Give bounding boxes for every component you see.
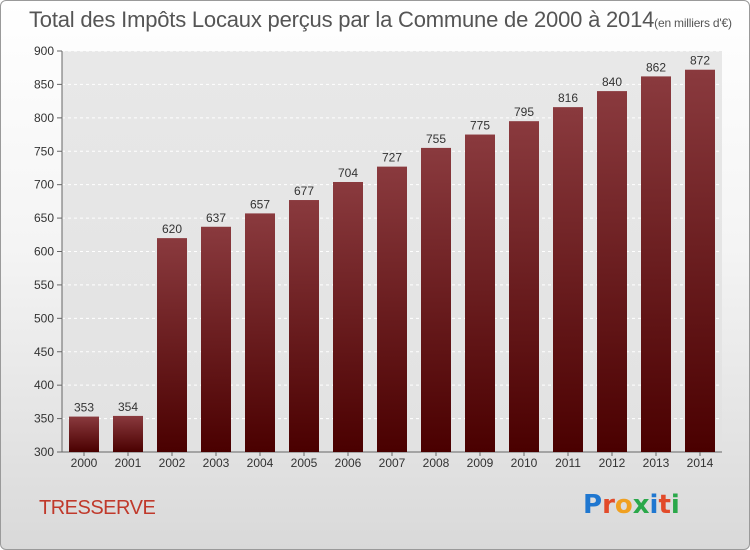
data-label-2007: 727 [382, 151, 402, 165]
y-tick-label: 550 [34, 278, 54, 292]
data-label-2006: 704 [338, 166, 358, 180]
logo-letter: i [649, 490, 659, 520]
data-label-2003: 637 [206, 211, 226, 225]
y-tick-label: 600 [34, 245, 54, 259]
data-label-2000: 353 [74, 401, 94, 415]
x-tick-label-2005: 2005 [291, 456, 318, 470]
logo-letter: r [602, 490, 615, 520]
x-tick-label-2012: 2012 [599, 456, 626, 470]
x-tick-label-2008: 2008 [423, 456, 450, 470]
y-tick-label: 400 [34, 378, 54, 392]
y-tick-label: 850 [34, 77, 54, 91]
y-tick-label: 350 [34, 412, 54, 426]
data-label-2010: 795 [514, 105, 534, 119]
data-label-2014: 872 [690, 54, 710, 68]
y-tick-label: 700 [34, 178, 54, 192]
data-label-2005: 677 [294, 184, 314, 198]
logo-letter: P [583, 490, 603, 520]
chart-title: Total des Impôts Locaux perçus par la Co… [29, 7, 732, 33]
x-tick-label-2004: 2004 [247, 456, 274, 470]
data-label-2011: 816 [558, 91, 578, 105]
bar-2001 [113, 415, 143, 452]
x-tick-label-2007: 2007 [379, 456, 406, 470]
y-tick-label: 900 [34, 44, 54, 58]
data-label-2001: 354 [118, 400, 138, 414]
proxiti-logo: Proxiti [583, 490, 680, 520]
data-label-2009: 775 [470, 119, 490, 133]
logo-letter: o [614, 490, 633, 520]
logo-letter: x [632, 490, 650, 520]
y-tick-label: 650 [34, 211, 54, 225]
x-tick-label-2006: 2006 [335, 456, 362, 470]
y-tick-label: 500 [34, 311, 54, 325]
data-label-2002: 620 [162, 222, 182, 236]
data-label-2008: 755 [426, 132, 446, 146]
bar-layer: 353 354 620 637 657 677 704 727 755 775 795 816 840 8… [69, 54, 715, 453]
x-tick-label-2001: 2001 [115, 456, 142, 470]
x-tick-label-2000: 2000 [71, 456, 98, 470]
bar-2005 [289, 200, 319, 452]
bar-2007 [377, 166, 407, 452]
bar-2000 [69, 416, 99, 452]
axis-layer: 300 350 400 450 500 550 600 650 700 750 800 850 900 2… [34, 44, 722, 470]
bar-2008 [421, 147, 451, 453]
x-tick-label-2011: 2011 [555, 456, 581, 470]
x-tick-label-2014: 2014 [687, 456, 714, 470]
data-label-2013: 862 [646, 60, 666, 74]
title-main: Total des Impôts Locaux perçus par la Co… [29, 7, 655, 32]
x-tick-label-2010: 2010 [511, 456, 538, 470]
title-unit: (en milliers d'€) [654, 16, 732, 30]
bar-2013 [641, 76, 671, 452]
x-tick-label-2002: 2002 [159, 456, 186, 470]
x-tick-label-2003: 2003 [203, 456, 230, 470]
bar-2004 [245, 213, 275, 452]
y-tick-label: 450 [34, 345, 54, 359]
bar-2006 [333, 181, 363, 452]
bar-2010 [509, 121, 539, 453]
bar-2002 [157, 238, 187, 452]
x-tick-label-2013: 2013 [643, 456, 670, 470]
x-tick-label-2009: 2009 [467, 456, 494, 470]
bar-2014 [685, 69, 715, 453]
logo-letter: t [658, 490, 671, 520]
bar-2011 [553, 107, 583, 452]
bar-2009 [465, 134, 495, 452]
y-tick-label: 800 [34, 111, 54, 125]
y-tick-label: 750 [34, 144, 54, 158]
commune-name: TRESSERVE [39, 497, 156, 519]
y-tick-label: 300 [34, 445, 54, 459]
bar-2012 [597, 91, 627, 452]
data-label-2004: 657 [250, 197, 270, 211]
data-label-2012: 840 [602, 75, 622, 89]
bar-2003 [201, 226, 231, 452]
logo-letter: i [670, 490, 680, 520]
